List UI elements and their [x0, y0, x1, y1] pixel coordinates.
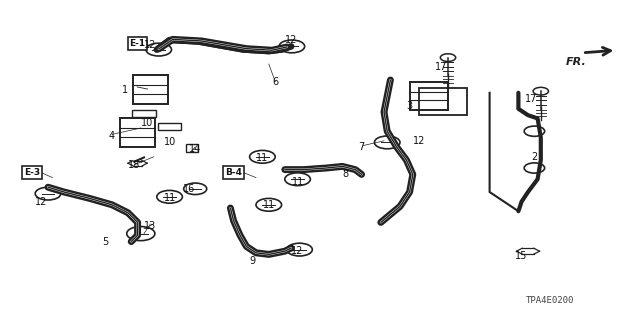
Text: B-4: B-4 [225, 168, 242, 177]
Text: E-1: E-1 [129, 39, 146, 48]
Text: 3: 3 [406, 100, 413, 111]
Text: 12: 12 [413, 136, 426, 146]
Text: 16: 16 [182, 184, 195, 194]
Bar [158, 123, 181, 130]
Text: 12: 12 [35, 196, 48, 207]
Text: 8: 8 [342, 169, 349, 180]
Text: 14: 14 [189, 144, 202, 154]
Text: 11: 11 [256, 153, 269, 164]
Text: 12: 12 [285, 35, 298, 45]
Text: 11: 11 [163, 193, 176, 204]
Text: 1: 1 [122, 84, 128, 95]
Text: 10: 10 [163, 137, 176, 148]
Text: 12: 12 [291, 246, 304, 256]
Text: 9: 9 [250, 256, 256, 266]
Bar [419, 88, 467, 115]
Bar [120, 118, 155, 147]
Text: E-3: E-3 [24, 168, 40, 177]
Text: 17: 17 [525, 94, 538, 104]
Text: 13: 13 [144, 220, 157, 231]
Text: 11: 11 [291, 177, 304, 188]
Text: 6: 6 [272, 76, 278, 87]
Text: 15: 15 [515, 251, 528, 261]
Bar [186, 144, 198, 152]
Text: 17: 17 [435, 62, 448, 72]
Text: 18: 18 [128, 160, 141, 170]
Text: 7: 7 [358, 142, 365, 152]
Text: FR.: FR. [566, 57, 586, 68]
Text: 12: 12 [144, 40, 157, 50]
Text: 11: 11 [262, 200, 275, 210]
Text: 5: 5 [102, 236, 109, 247]
Bar [133, 75, 168, 104]
Text: TPA4E0200: TPA4E0200 [526, 296, 575, 305]
Text: 2: 2 [531, 152, 538, 162]
Text: 10: 10 [141, 118, 154, 128]
Bar [132, 110, 156, 117]
Bar [410, 83, 448, 110]
Text: 4: 4 [109, 131, 115, 141]
